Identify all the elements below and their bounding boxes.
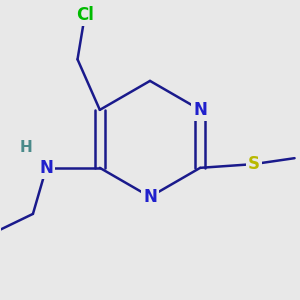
Text: H: H: [19, 140, 32, 154]
Text: N: N: [193, 101, 207, 119]
Text: N: N: [39, 159, 53, 177]
Text: Cl: Cl: [76, 6, 94, 24]
Text: S: S: [248, 155, 260, 173]
Text: N: N: [143, 188, 157, 206]
